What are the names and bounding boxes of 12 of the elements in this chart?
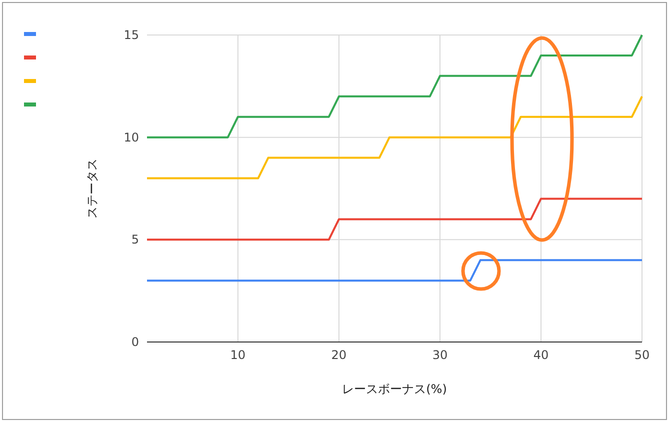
line-series bbox=[146, 95, 643, 180]
y-tick-label: 10 bbox=[124, 130, 139, 144]
y-tick-label: 15 bbox=[124, 28, 139, 42]
y-axis-title: ステータス bbox=[85, 158, 99, 218]
x-tick-label: 30 bbox=[432, 348, 448, 362]
x-axis-title: レースボーナス(%) bbox=[342, 382, 447, 396]
y-tick-label: 5 bbox=[131, 232, 139, 247]
x-tick-label: 50 bbox=[634, 348, 650, 362]
x-tick-label: 40 bbox=[533, 348, 549, 362]
x-tick-label: 10 bbox=[230, 348, 246, 362]
y-tick-label: 0 bbox=[131, 335, 139, 349]
x-tick-label: 20 bbox=[331, 348, 347, 362]
